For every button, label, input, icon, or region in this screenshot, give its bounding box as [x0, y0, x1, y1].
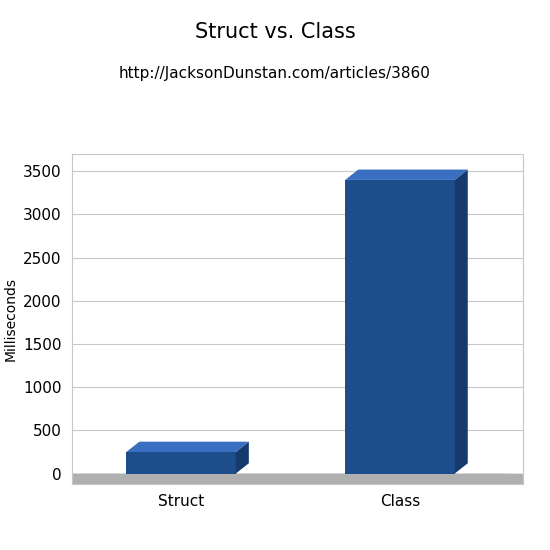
Polygon shape	[345, 169, 467, 180]
Polygon shape	[236, 442, 249, 474]
Polygon shape	[345, 180, 455, 474]
Polygon shape	[455, 169, 468, 474]
Polygon shape	[72, 474, 522, 484]
Polygon shape	[126, 452, 236, 474]
Polygon shape	[126, 442, 249, 452]
Text: http://JacksonDunstan.com/articles/3860: http://JacksonDunstan.com/articles/3860	[119, 66, 431, 81]
Y-axis label: Milliseconds: Milliseconds	[4, 277, 18, 361]
Text: Struct vs. Class: Struct vs. Class	[195, 22, 355, 42]
